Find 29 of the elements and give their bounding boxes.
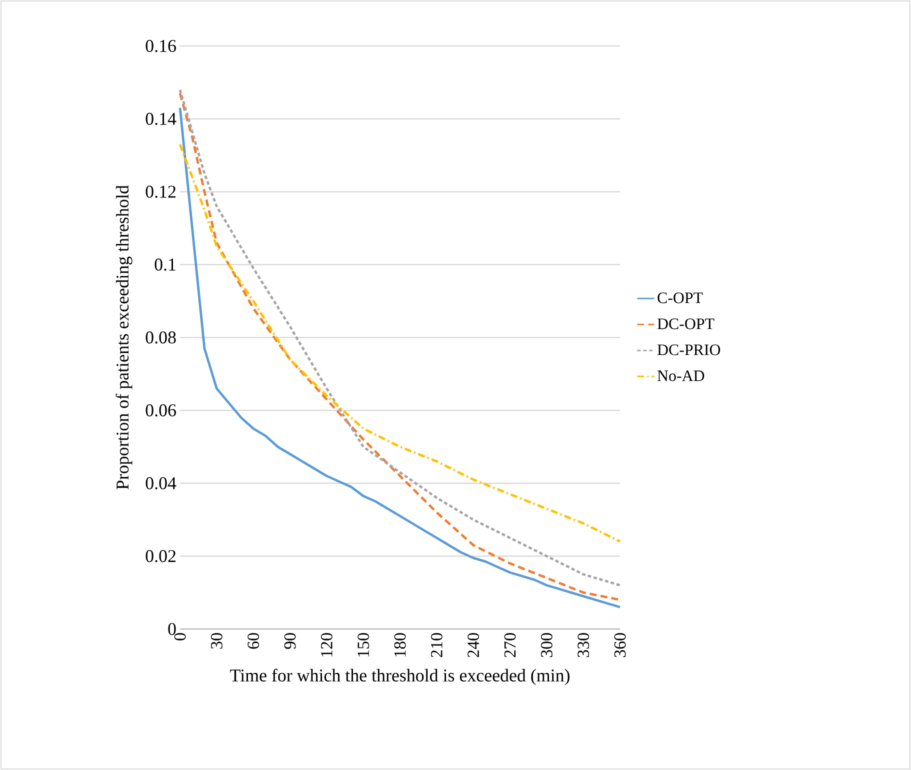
x-tick-label: 210	[430, 633, 442, 658]
y-tick-label: 0.02	[146, 550, 176, 562]
line-series	[178, 143, 622, 543]
y-tick-label: 0.16	[146, 40, 176, 52]
x-tick-label: 90	[284, 633, 296, 649]
y-tick-label: 0.12	[146, 186, 176, 198]
legend-label: No-AD	[657, 370, 704, 382]
legend-label: DC-OPT	[657, 318, 714, 330]
x-tick-label: 330	[578, 633, 590, 658]
x-tick-label: 180	[394, 633, 406, 656]
x-tick-label: 60	[248, 633, 260, 649]
y-tick-label: 0.14	[146, 112, 176, 125]
x-tick-label: 150	[358, 633, 370, 656]
y-tick-label: 0.04	[146, 477, 176, 490]
x-tick-label: 240	[468, 633, 480, 658]
x-tick-label: 120	[320, 633, 332, 656]
x-tick-label: 0	[174, 633, 186, 640]
legend-label: C-OPT	[658, 292, 703, 304]
y-tick-label: 0	[168, 622, 176, 636]
y-axis-title: Proportion of patients exceeding threshold	[116, 185, 132, 490]
legend-label: DC-PRIO	[657, 344, 720, 356]
x-axis-title: Time for which the threshold is exceeded (min)	[230, 668, 570, 686]
x-tick-label: 300	[540, 633, 552, 658]
x-tick-label: 360	[614, 633, 626, 658]
y-tick-label: 0.1	[154, 258, 176, 271]
y-tick-label: 0.08	[146, 331, 176, 344]
x-tick-label: 270	[504, 633, 516, 658]
y-tick-label: 0.06	[146, 404, 176, 416]
x-tick-label: 30	[210, 633, 222, 649]
